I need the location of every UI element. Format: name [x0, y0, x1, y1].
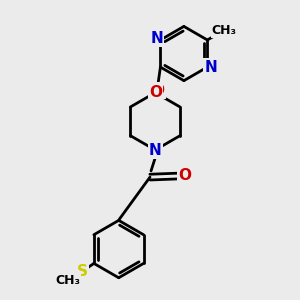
Text: N: N: [205, 60, 218, 75]
Text: CH₃: CH₃: [55, 274, 80, 287]
Text: CH₃: CH₃: [212, 24, 237, 37]
Text: S: S: [77, 264, 88, 279]
Text: N: N: [150, 31, 163, 46]
Text: N: N: [149, 143, 162, 158]
Text: O: O: [178, 168, 191, 183]
Text: O: O: [149, 85, 162, 100]
Text: O: O: [151, 83, 164, 98]
